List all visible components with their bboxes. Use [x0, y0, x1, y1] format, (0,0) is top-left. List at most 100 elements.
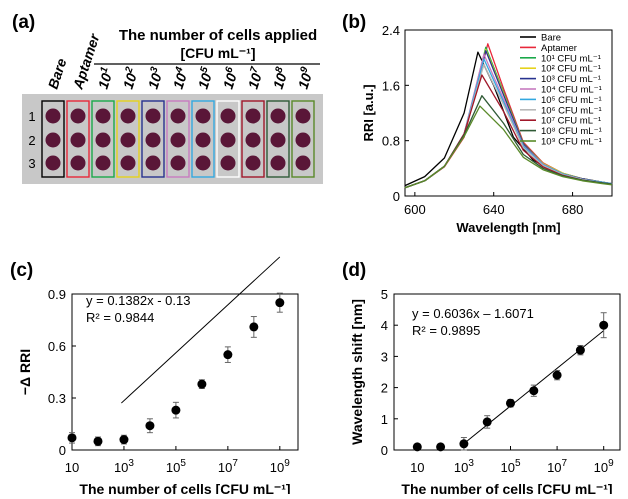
well-5-2: [170, 155, 186, 171]
data-point-6: [552, 370, 562, 380]
x-tick-label: 680: [562, 202, 584, 217]
x-tick-label: 103: [114, 458, 134, 475]
well-6-1: [195, 132, 211, 148]
legend-label-0: Bare: [541, 33, 561, 44]
y-tick-label: 2: [381, 381, 388, 396]
plot-frame: [404, 29, 613, 197]
column-label-5: 104: [169, 65, 192, 91]
plate-unit: [CFU mL⁻¹]: [180, 45, 255, 61]
series-line-10: [404, 105, 613, 189]
column-label-0: Bare: [45, 56, 70, 91]
legend-label-10: 10⁹ CFU mL⁻¹: [541, 137, 602, 148]
column-border-7: [216, 100, 240, 178]
well-4-1: [145, 132, 161, 148]
column-label-7: 106: [219, 65, 242, 91]
column-border-2: [91, 100, 115, 178]
fit-line: [121, 256, 281, 404]
well-7-2: [220, 155, 236, 171]
panel-c-label: (c): [10, 260, 33, 281]
well-6-0: [195, 108, 211, 124]
data-point-4: [171, 405, 181, 415]
well-8-1: [245, 132, 261, 148]
data-point-7: [249, 322, 259, 332]
plate-header: The number of cells applied: [119, 27, 317, 44]
x-tick-label: 107: [218, 458, 238, 475]
well-9-1: [270, 132, 286, 148]
legend-label-1: Aptamer: [541, 43, 577, 54]
column-border-10: [291, 100, 315, 178]
well-10-1: [295, 132, 311, 148]
legend-label-9: 10⁸ CFU mL⁻¹: [541, 126, 602, 137]
well-5-0: [170, 108, 186, 124]
panel-a-label: (a): [12, 12, 35, 33]
y-tick-label: 0.8: [382, 134, 400, 149]
x-axis-title: The number of cells [CFU mL⁻¹]: [79, 481, 290, 494]
y-tick-label: 0.3: [48, 391, 66, 406]
well-3-1: [120, 132, 136, 148]
plot-frame: [393, 293, 621, 451]
x-tick-label: 109: [270, 458, 290, 475]
y-tick-label: 0: [381, 443, 388, 458]
y-tick-label: 5: [381, 287, 388, 302]
x-tick-label: 10: [410, 460, 424, 475]
row-label-1: 1: [28, 109, 35, 124]
y-tick-label: 0.9: [48, 287, 66, 302]
well-2-0: [95, 108, 111, 124]
y-tick-label: 0: [59, 443, 66, 458]
well-0-0: [45, 108, 61, 124]
plot-frame: [71, 293, 299, 451]
data-point-7: [575, 345, 585, 355]
legend-label-6: 10⁵ CFU mL⁻¹: [541, 95, 602, 106]
data-point-2: [119, 435, 129, 445]
y-tick-label: 1.6: [382, 78, 400, 93]
column-border-3: [116, 100, 140, 178]
well-0-1: [45, 132, 61, 148]
well-1-1: [70, 132, 86, 148]
data-point-8: [275, 298, 285, 308]
well-8-0: [245, 108, 261, 124]
y-axis-title: −Δ RRI: [17, 349, 33, 395]
well-7-1: [220, 132, 236, 148]
x-tick-label: 105: [500, 458, 520, 475]
well-1-2: [70, 155, 86, 171]
data-point-0: [67, 433, 77, 443]
column-label-4: 103: [144, 65, 167, 91]
x-tick-label: 105: [166, 458, 186, 475]
panel-d-label: (d): [342, 260, 366, 281]
fit-r2: R² = 0.9844: [86, 310, 154, 325]
data-point-5: [197, 379, 207, 389]
column-label-8: 107: [244, 65, 267, 91]
well-2-2: [95, 155, 111, 171]
data-point-8: [599, 320, 609, 330]
well-7-0: [220, 108, 236, 124]
x-tick-label: 107: [547, 458, 567, 475]
fit-equation: y = 0.1382x - 0.13: [86, 293, 190, 308]
data-point-6: [223, 350, 233, 360]
data-point-3: [482, 417, 492, 427]
legend-label-8: 10⁷ CFU mL⁻¹: [541, 116, 601, 127]
x-tick-label: 103: [454, 458, 474, 475]
well-1-0: [70, 108, 86, 124]
column-label-2: 101: [94, 65, 117, 91]
x-tick-label: 109: [594, 458, 614, 475]
column-border-1: [66, 100, 90, 178]
y-axis-title: Wavelength shift [nm]: [349, 299, 365, 445]
column-border-4: [141, 100, 165, 178]
column-label-9: 108: [269, 65, 292, 91]
well-2-1: [95, 132, 111, 148]
data-point-5: [529, 386, 539, 396]
y-tick-label: 3: [381, 349, 388, 364]
column-border-5: [166, 100, 190, 178]
data-point-0: [412, 442, 422, 452]
x-tick-label: 640: [483, 202, 505, 217]
x-axis-title: The number of cells [CFU mL⁻¹]: [401, 481, 612, 494]
data-point-3: [145, 421, 155, 431]
column-label-3: 102: [119, 65, 142, 91]
panel-a-well-plate: (a) The number of cells applied [CFU mL⁻…: [12, 12, 323, 184]
fit-r2: R² = 0.9895: [412, 323, 480, 338]
data-point-2: [459, 439, 469, 449]
column-label-6: 105: [194, 65, 217, 91]
well-6-2: [195, 155, 211, 171]
well-9-0: [270, 108, 286, 124]
